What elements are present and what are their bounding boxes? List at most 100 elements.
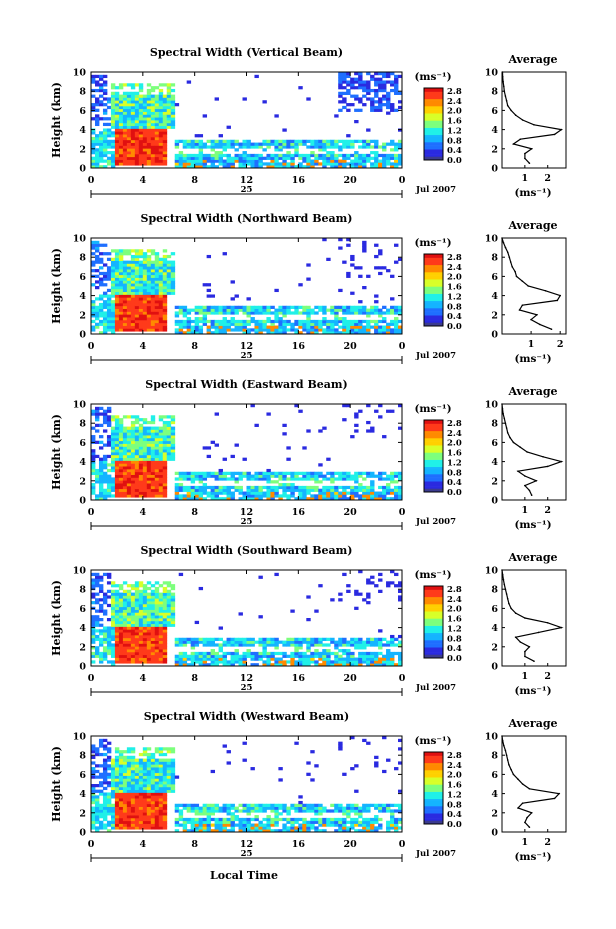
heatmap-cell (134, 452, 140, 456)
heatmap-cell (178, 640, 184, 644)
heatmap-cell (146, 758, 152, 762)
heatmap-cell (110, 288, 116, 293)
heatmap-cell (158, 620, 164, 625)
heatmap-cell (162, 435, 168, 439)
heatmap-cell (134, 415, 140, 419)
heatmap-cell (162, 466, 168, 470)
heatmap-cell (134, 103, 140, 107)
heatmap-cell (246, 314, 251, 318)
heatmap-cell (114, 457, 120, 461)
heatmap-cell (91, 105, 96, 110)
heatmap-cell (130, 86, 136, 90)
heatmap-cell (114, 772, 120, 776)
heatmap-cell (98, 603, 104, 608)
heatmap-cell (91, 637, 96, 641)
heatmap-cell (142, 747, 148, 751)
heatmap-cell (134, 609, 140, 613)
heatmap-cell (206, 494, 212, 498)
heatmap-cell (350, 637, 355, 641)
heatmap-cell (182, 485, 188, 490)
heatmap-cell (274, 162, 279, 166)
heatmap-cell (162, 297, 168, 301)
heatmap-cell (266, 637, 271, 641)
heatmap-cell (182, 477, 188, 481)
heatmap-cell (370, 581, 375, 585)
heatmap-cell (134, 432, 140, 436)
heatmap-cell (318, 162, 323, 166)
heatmap-cell (282, 305, 287, 309)
heatmap-cell (118, 288, 124, 293)
heatmap-cell (334, 328, 339, 332)
heatmap-cell (166, 120, 172, 124)
heatmap-cell (374, 474, 379, 478)
heatmap-cell (178, 328, 184, 332)
heatmap-cell (150, 649, 156, 653)
heatmap-cell (98, 151, 104, 155)
heatmap-cell (334, 165, 339, 169)
heatmap-cell (390, 153, 395, 158)
heatmap-cell (226, 145, 231, 149)
heatmap-cell (206, 328, 212, 332)
heatmap-cell (354, 305, 359, 309)
x-tick-label: 4 (140, 507, 147, 518)
heatmap-cell (146, 457, 152, 461)
heatmap-cell (118, 488, 124, 492)
panel-3: Spectral Width (Eastward Beam)0246810Hei… (50, 378, 567, 531)
heatmap-cell (130, 457, 136, 461)
heatmap-cell (334, 311, 339, 315)
heatmap-cell (366, 308, 371, 312)
colorbar-segment (424, 151, 443, 154)
heatmap-cell (126, 311, 132, 315)
heatmap-cell (218, 325, 223, 329)
heatmap-cell (338, 319, 343, 324)
heatmap-cell (194, 319, 200, 324)
heatmap-cell (110, 83, 116, 87)
colorbar-segment (424, 120, 443, 123)
heatmap-cell (146, 798, 152, 802)
heatmap-cell (94, 274, 100, 278)
heatmap-cell (138, 778, 144, 782)
colorbar: (ms⁻¹)0.00.40.81.21.62.02.42.8 (414, 237, 461, 332)
heatmap-cell (98, 311, 104, 315)
heatmap-cell (266, 657, 271, 661)
heatmap-cell (230, 328, 235, 332)
heatmap-cell (270, 471, 275, 475)
heatmap-cell (162, 269, 168, 273)
heatmap-cell (150, 319, 156, 324)
heatmap-cell (178, 651, 184, 656)
heatmap-cell (154, 97, 160, 101)
profile-point (503, 90, 506, 92)
heatmap-cell (142, 136, 148, 141)
heatmap-cell (146, 125, 152, 129)
heatmap-cell (134, 305, 140, 309)
heatmap-cell (110, 131, 116, 135)
heatmap-cell (142, 660, 148, 664)
heatmap-cell (146, 274, 152, 278)
heatmap-cell (150, 263, 156, 267)
heatmap-cell (214, 651, 219, 656)
heatmap-cell (142, 767, 148, 771)
heatmap-cell (122, 632, 128, 636)
heatmap-cell (374, 654, 379, 658)
heatmap-cell (346, 319, 351, 324)
heatmap-cell (378, 651, 383, 656)
heatmap-cell (194, 142, 200, 146)
heatmap-cell (238, 308, 243, 312)
heatmap-cell (162, 122, 168, 127)
heatmap-cell (250, 497, 255, 501)
heatmap-cell (362, 488, 367, 492)
heatmap-cell (302, 651, 307, 656)
heatmap-cell (354, 637, 359, 641)
heatmap-cell (230, 142, 235, 146)
heatmap-cell (174, 142, 180, 146)
heatmap-cell (154, 603, 160, 608)
heatmap-cell (138, 823, 144, 827)
heatmap-cell (370, 657, 375, 661)
heatmap-cell (322, 308, 327, 312)
heatmap-cell (134, 764, 140, 768)
heatmap-cell (262, 637, 267, 641)
heatmap-cell (246, 471, 251, 475)
y-tick-label: 6 (79, 438, 86, 449)
heatmap-cell (338, 477, 343, 481)
heatmap-cell (274, 165, 279, 169)
